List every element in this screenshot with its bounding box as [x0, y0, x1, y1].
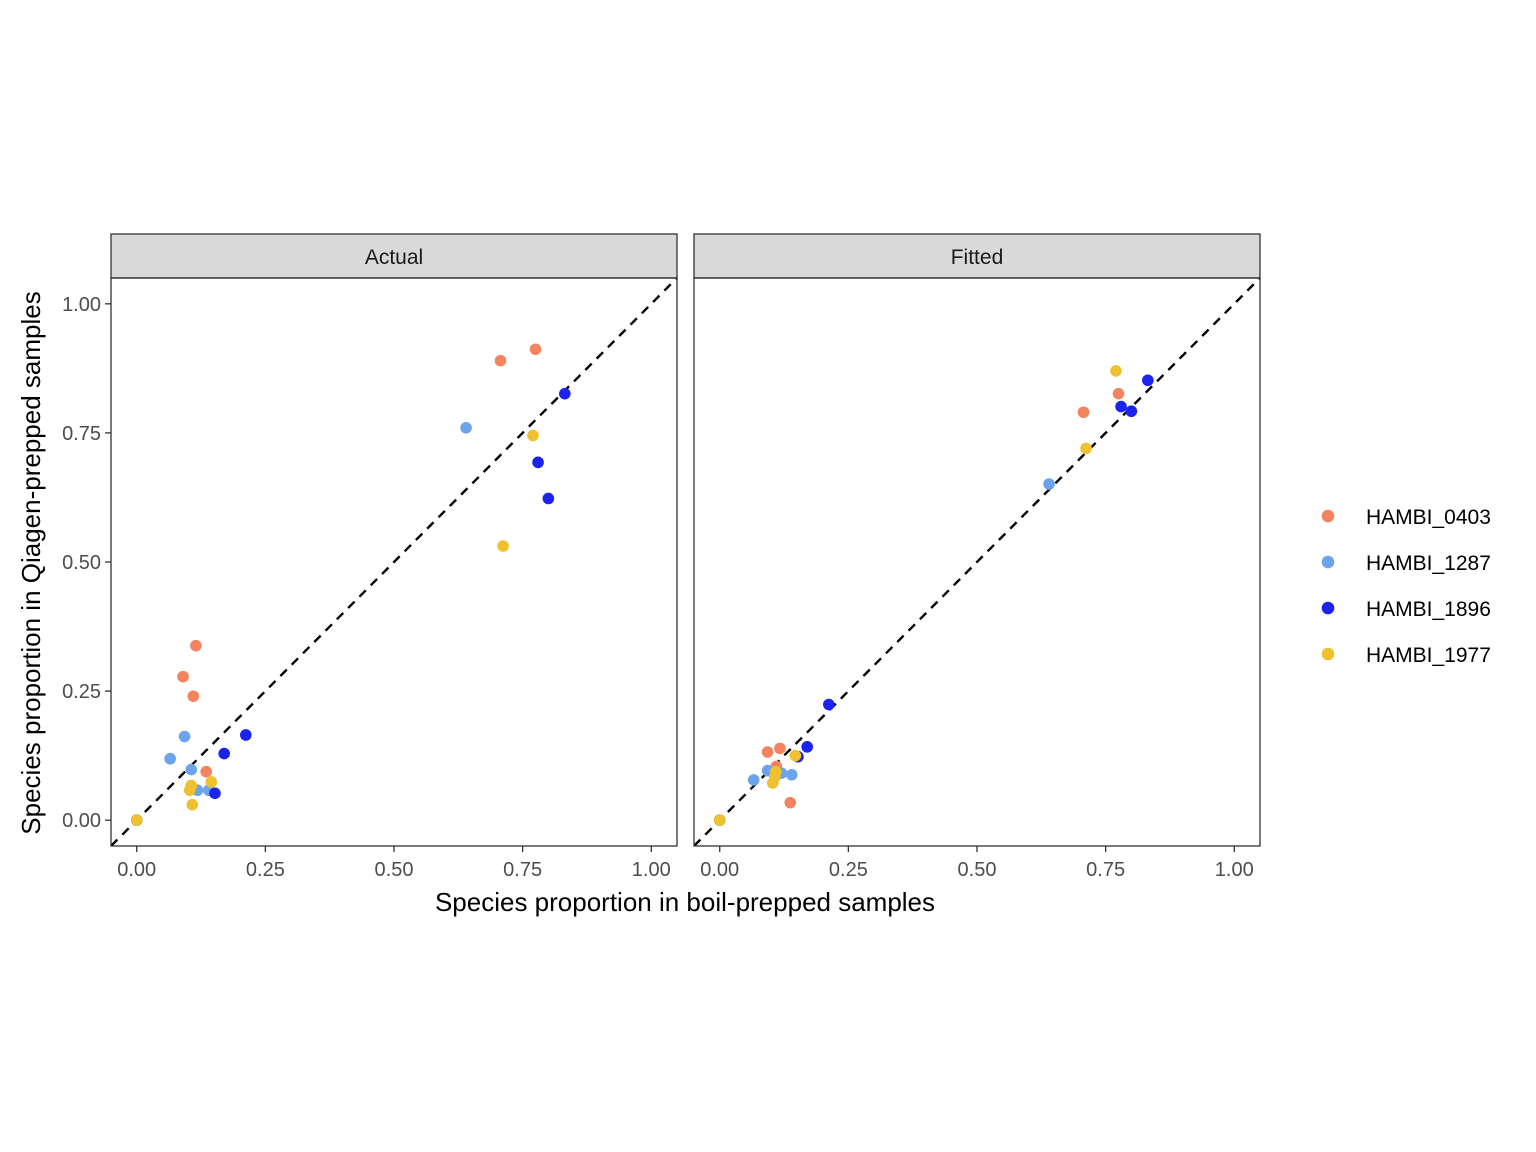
panels-layer: Actual 0.00 0.25 0.50 0.75 1.00 0.00 0.25 0.50 0.…: [62, 233, 1261, 881]
point-hambi_0403: [494, 354, 507, 367]
point-hambi_0403: [1077, 406, 1090, 419]
point-hambi_1977: [1080, 442, 1092, 455]
legend-key: [1321, 509, 1335, 523]
legend-label: HAMBI_1977: [1366, 644, 1491, 667]
x-tick-label: 0.25: [246, 859, 285, 881]
panel-fitted: Fitted 0.00 0.25 0.50 0.75 1.00: [693, 233, 1261, 881]
point-hambi_0403: [200, 765, 212, 778]
legend-label: HAMBI_1287: [1366, 552, 1491, 575]
x-tick-label: 1.00: [1215, 859, 1254, 881]
legend-item: HAMBI_1896: [1321, 598, 1491, 621]
point-hambi_1287: [460, 421, 472, 434]
point-hambi_1977: [185, 779, 198, 792]
legend-item: HAMBI_1977: [1321, 644, 1491, 667]
strip-box: [110, 233, 678, 279]
point-hambi_1287: [1043, 478, 1055, 490]
y-tick-label: 0.25: [62, 681, 101, 703]
point-hambi_1287: [747, 774, 760, 786]
point-hambi_1896: [801, 741, 813, 753]
point-hambi_0403: [177, 670, 189, 683]
point-hambi_0403: [190, 639, 202, 652]
legend: HAMBI_0403 HAMBI_1287 HAMBI_1896 HAMBI_1977: [1321, 506, 1491, 667]
panel-actual: Actual 0.00 0.25 0.50 0.75 1.00 0.00 0.25 0.50 0.…: [62, 233, 678, 881]
x-tick-label: 0.75: [503, 859, 542, 881]
point-hambi_1287: [164, 752, 176, 765]
point-hambi_1977: [497, 540, 509, 552]
legend-key: [1321, 647, 1335, 661]
legend-label: HAMBI_1896: [1366, 598, 1491, 621]
point-hambi_0403: [1112, 387, 1125, 400]
point-hambi_1896: [559, 387, 571, 400]
point-hambi_1896: [218, 747, 230, 760]
point-hambi_0403: [529, 343, 542, 356]
legend-item: HAMBI_1287: [1321, 552, 1491, 575]
y-tick-label: 0.50: [62, 552, 101, 574]
x-tick-label: 0.00: [117, 859, 156, 881]
point-hambi_1977: [205, 776, 218, 788]
point-hambi_0403: [761, 746, 774, 758]
point-hambi_1977: [713, 814, 726, 826]
x-tick-label: 1.00: [632, 859, 671, 881]
point-hambi_1977: [770, 765, 782, 778]
point-hambi_1287: [185, 763, 198, 776]
point-hambi_0403: [774, 742, 786, 755]
y-axis-title: Species proportion in Qiagen-prepped sam…: [16, 291, 46, 834]
strip-label: Actual: [365, 246, 423, 269]
y-tick-label: 0.00: [62, 810, 101, 832]
point-hambi_1896: [532, 456, 544, 469]
x-tick-label: 0.00: [700, 859, 739, 881]
point-hambi_1896: [1142, 374, 1154, 387]
y-tick-label: 0.75: [62, 423, 101, 445]
point-hambi_1977: [1110, 365, 1122, 377]
point-hambi_1896: [1125, 405, 1138, 418]
legend-label: HAMBI_0403: [1366, 506, 1491, 529]
point-hambi_1977: [527, 429, 539, 442]
point-hambi_1287: [785, 768, 798, 781]
point-hambi_1977: [789, 749, 802, 762]
point-hambi_0403: [187, 690, 200, 703]
point-hambi_1896: [542, 492, 555, 505]
strip-label: Fitted: [951, 246, 1004, 269]
y-tick-label: 1.00: [62, 294, 101, 316]
point-hambi_1896: [209, 787, 221, 800]
x-axis-title: Species proportion in boil-prepped sampl…: [435, 887, 935, 917]
point-hambi_1896: [240, 729, 252, 741]
point-hambi_1896: [823, 698, 835, 711]
legend-item: HAMBI_0403: [1321, 506, 1491, 529]
x-tick-label: 0.50: [375, 859, 414, 881]
x-tick-label: 0.75: [1086, 859, 1125, 881]
x-tick-label: 0.50: [958, 859, 997, 881]
reference-line: [694, 278, 1260, 846]
legend-key: [1321, 601, 1335, 615]
reference-line: [111, 278, 677, 846]
point-hambi_1287: [178, 730, 191, 743]
point-hambi_1977: [130, 814, 143, 826]
x-tick-label: 0.25: [829, 859, 868, 881]
point-hambi_1896: [1115, 400, 1127, 413]
point-hambi_0403: [784, 796, 797, 809]
legend-key: [1321, 555, 1335, 569]
point-hambi_1977: [186, 798, 199, 811]
strip-box: [693, 233, 1261, 279]
